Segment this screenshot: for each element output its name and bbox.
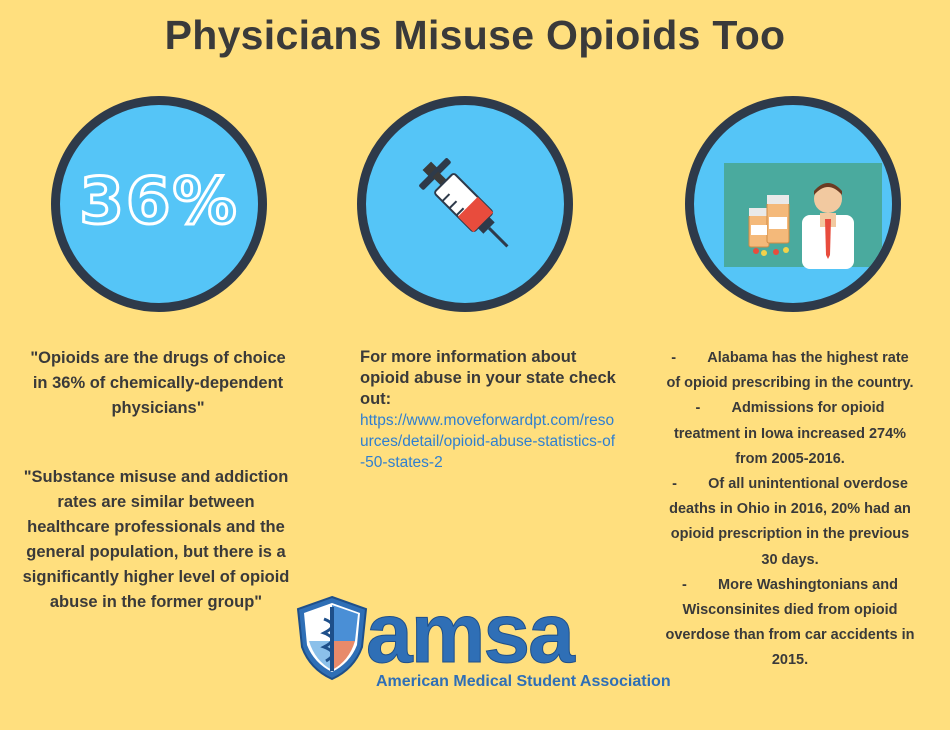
list-item: - More Washingtonians and Wisconsinites d…	[664, 573, 916, 674]
list-item: - Alabama has the highest rate of opioid …	[664, 346, 916, 396]
fact-text: Admissions for opioid treatment in Iowa …	[673, 400, 907, 467]
caduceus-shield-logo	[296, 595, 368, 681]
syringe-icon	[419, 158, 509, 248]
logo-subtitle: American Medical Student Association	[376, 673, 671, 690]
doctor-with-pill-bottles-icon	[724, 163, 882, 269]
fact-text: Of all unintentional overdose deaths in …	[669, 476, 911, 568]
list-marker: -	[695, 400, 701, 417]
info-text: For more information about opioid abuse …	[360, 348, 616, 408]
percent-figure: 36%	[78, 164, 239, 241]
resource-link[interactable]: https://www.moveforwardpt.com/resources/…	[360, 412, 616, 471]
page-title: Physicians Misuse Opioids Too	[164, 12, 786, 58]
list-marker: -	[672, 476, 677, 493]
doctor-circle	[685, 96, 901, 312]
facts-list: - Alabama has the highest rate of opioid …	[664, 346, 916, 674]
list-marker: -	[682, 576, 687, 593]
quote-substance-misuse: "Substance misuse and addiction rates ar…	[22, 468, 290, 611]
quote-physician-drug-choice: "Opioids are the drugs of choice in 36% …	[30, 349, 286, 417]
fact-text: Alabama has the highest rate of opioid p…	[666, 350, 914, 392]
syringe-circle	[357, 96, 573, 312]
list-item: - Of all unintentional overdose deaths in…	[664, 472, 916, 573]
logo-wordmark: amsa	[366, 586, 576, 681]
list-marker: -	[671, 350, 677, 366]
stat-circle: 36%	[51, 96, 267, 312]
list-item: - Admissions for opioid treatment in Iowa…	[664, 396, 916, 472]
amsa-logo: amsa American Medical Student Associatio…	[294, 586, 671, 703]
fact-text: More Washingtonians and Wisconsinites di…	[665, 576, 915, 669]
